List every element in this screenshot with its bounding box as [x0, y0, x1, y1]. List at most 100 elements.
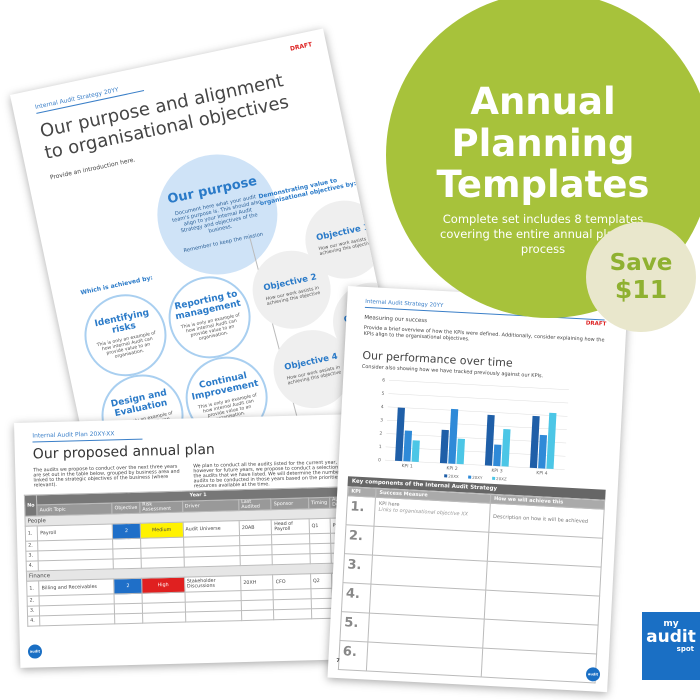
bar — [448, 408, 459, 464]
x-tick-label: KPI 4 — [536, 470, 548, 477]
table-cell: Q2 — [310, 573, 332, 589]
draft-label: DRAFT — [585, 320, 607, 328]
table-cell — [114, 613, 143, 624]
header-cell: No — [24, 494, 38, 517]
y-tick-label: 5 — [381, 391, 384, 397]
legend-label: 20XX — [448, 474, 459, 480]
kpi-chart: 0 1 2 3 4 5 6 KPI 1 KPI 2 KPI 3 KPI 4 20XX 20XY 20XZ — [378, 377, 569, 482]
promo-title-line: Templates — [436, 163, 650, 207]
legend-label: 20XZ — [496, 476, 507, 482]
table-cell — [311, 608, 333, 619]
table-cell — [309, 533, 331, 544]
bar — [403, 430, 413, 462]
bar — [538, 434, 548, 469]
table-cell — [39, 613, 116, 626]
logo-line: audit — [646, 627, 696, 647]
row-number: 2. — [344, 524, 375, 556]
page-logo: audit — [585, 666, 601, 682]
section-heading: Measuring our success — [364, 314, 428, 325]
table-cell — [241, 609, 275, 621]
brand-logo: my audit spot — [642, 612, 700, 680]
intro-left: The audits we propose to conduct over th… — [33, 464, 180, 489]
table-cell: CFO — [273, 573, 311, 590]
table-cell — [273, 608, 312, 620]
plan-table: No Year 1 Audit Topic Objective Risk Assessm… — [24, 486, 363, 627]
table-cell — [310, 588, 333, 599]
table-cell: High — [141, 577, 185, 594]
page-header: Internal Audit Plan 20XY-XX — [32, 429, 143, 443]
y-tick-label: 3 — [380, 417, 383, 423]
grid-line — [388, 393, 569, 404]
row-number: 5. — [339, 611, 370, 643]
table-cell — [185, 610, 242, 623]
table-cell: 20XH — [240, 574, 274, 591]
x-tick-label: KPI 3 — [491, 468, 503, 475]
row-number: 1. — [25, 525, 38, 542]
y-tick-label: 4 — [381, 404, 384, 410]
row-number: 4. — [26, 560, 39, 572]
table-cell — [310, 598, 333, 609]
table-cell — [309, 553, 332, 564]
promo-subtitle: Complete set includes 8 templates coveri… — [440, 211, 646, 256]
strategy-page: Internal Audit Strategy 20YY DRAFT Our p… — [10, 28, 407, 487]
page-title: Our proposed annual plan — [32, 441, 216, 463]
legend-swatch — [468, 475, 472, 479]
logo-line: spot — [676, 645, 694, 653]
bar — [546, 412, 557, 470]
save-circle: Save $11 — [586, 222, 696, 332]
promo-title-line: Annual — [470, 80, 616, 124]
bar — [456, 438, 465, 465]
row-number: 6. — [338, 640, 369, 672]
price: $11 — [614, 274, 668, 304]
kpi-table-wrap: Key components of the Internal Audit Str… — [338, 476, 606, 683]
table-cell: Medium — [140, 522, 184, 539]
row-number: 2. — [27, 595, 40, 607]
achieve-cell — [481, 648, 597, 683]
plan-page: Internal Audit Plan 20XY-XX Our proposed… — [14, 413, 366, 668]
row-number: 4. — [341, 582, 372, 614]
promo-circle: Annual Planning Templates Complete set i… — [386, 0, 700, 318]
row-number: 1. — [346, 495, 376, 527]
bar — [529, 415, 540, 469]
save-label: Save — [609, 249, 673, 276]
grid-line — [387, 406, 568, 417]
legend-label: 20XY — [472, 475, 483, 481]
page-number: 7 — [336, 657, 340, 665]
table-cell: Stakeholder Discussions — [184, 575, 242, 593]
table-cell: 2 — [112, 523, 141, 539]
table-cell — [142, 612, 186, 624]
table-cell — [309, 543, 332, 554]
y-tick-label: 6 — [382, 377, 385, 383]
logo-line: my — [663, 619, 679, 629]
kpi-page: Internal Audit Strategy 20YY DRAFT Measu… — [327, 286, 628, 693]
row-number: 3. — [342, 553, 373, 585]
bar — [411, 440, 420, 462]
measure-cell — [366, 642, 483, 678]
table-cell: Audit Universe — [182, 520, 240, 538]
legend-swatch — [444, 474, 448, 478]
row-number: 4. — [27, 615, 41, 627]
x-tick-label: KPI 2 — [446, 465, 458, 472]
grid-line — [387, 419, 567, 430]
promo-title-line: Planning — [451, 121, 635, 165]
y-tick-label: 2 — [379, 431, 382, 437]
bar — [493, 444, 502, 467]
column-header: Timing — [308, 497, 330, 509]
column-header: Last Audited — [238, 498, 272, 511]
y-tick-label: 0 — [378, 457, 381, 463]
column-header: Objective — [111, 502, 140, 514]
intro-right: We plan to conduct all the audits listed… — [193, 460, 351, 490]
row-number: 3. — [25, 550, 39, 562]
x-tick-label: KPI 1 — [401, 463, 413, 470]
table-cell: Q1 — [308, 518, 331, 534]
row-number: 1. — [26, 580, 40, 597]
bar — [439, 429, 449, 464]
bar — [501, 428, 511, 467]
table-cell: 20AB — [239, 519, 272, 536]
promo-title: Annual Planning Templates — [436, 80, 650, 207]
achieve: Description on how it will be achieved — [492, 513, 589, 525]
table-cell: 2 — [113, 578, 143, 594]
section-text: Provide a brief overview of how the KPIs… — [363, 324, 605, 344]
kpi-table: KPI Success Measure How we will achieve th… — [338, 486, 605, 683]
